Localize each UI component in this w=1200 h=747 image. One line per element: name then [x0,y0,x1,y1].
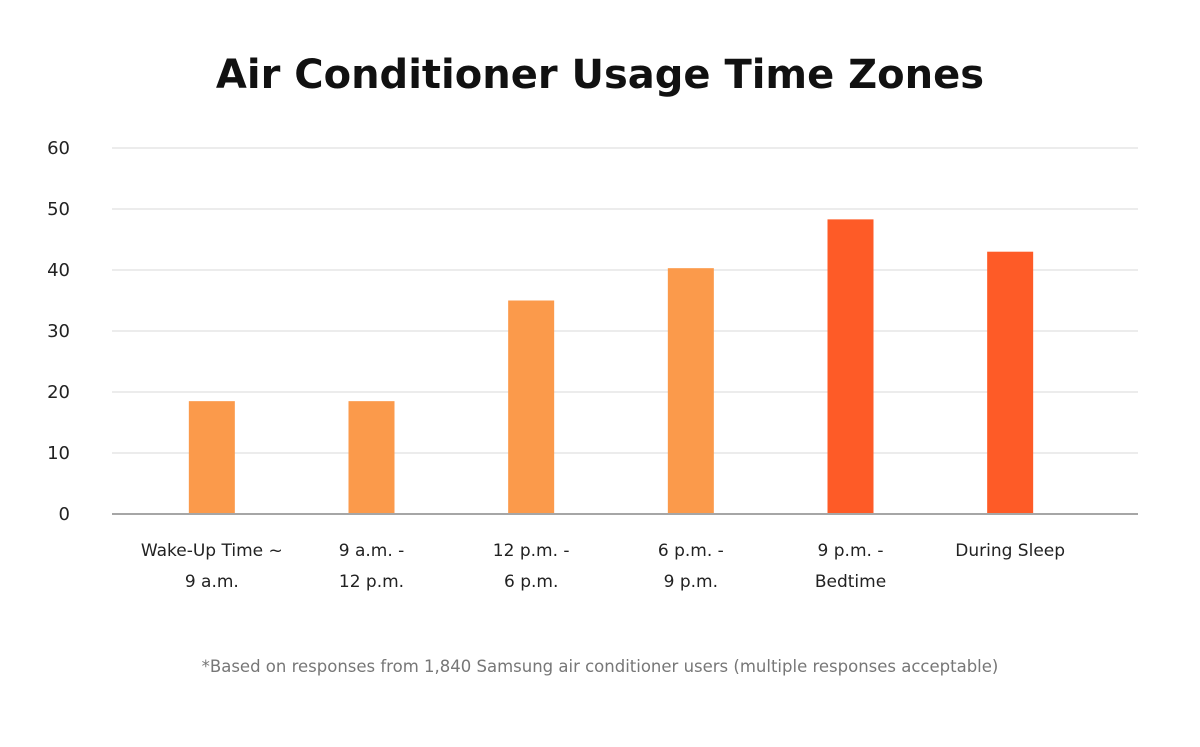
y-tick-label: 10 [47,443,70,464]
x-tick-label: 12 p.m. - [493,541,570,561]
bar [987,251,1034,514]
bar [667,268,714,514]
bars [188,219,1034,514]
x-tick-label: Bedtime [815,572,886,592]
x-tick-label: Wake-Up Time ~ [141,541,283,561]
x-tick-label: 6 p.m. [504,572,558,592]
y-tick-label: 40 [47,260,70,281]
bar [188,401,235,514]
x-tick-label: 9 a.m. [185,572,239,592]
gridlines [112,147,1138,454]
bar [508,300,555,514]
bar [348,401,395,514]
x-tick-label: 9 p.m. - [818,541,884,561]
x-tick-label: 6 p.m. - [658,541,724,561]
x-tick-label: During Sleep [955,541,1065,561]
y-tick-label: 20 [47,382,70,403]
chart-title: Air Conditioner Usage Time Zones [216,52,984,98]
bar [827,219,874,514]
y-tick-label: 30 [47,321,70,342]
x-tick-label: 9 p.m. [664,572,718,592]
x-tick-label: 12 p.m. [339,572,404,592]
x-tick-label: 9 a.m. - [339,541,405,561]
footnote: *Based on responses from 1,840 Samsung a… [202,657,999,676]
y-tick-label: 60 [47,138,70,159]
y-axis-ticks: 0 10 20 30 40 50 60 [47,138,70,525]
y-tick-label: 0 [59,504,70,525]
y-tick-label: 50 [47,199,70,220]
x-axis-labels: Wake-Up Time ~ 9 a.m. 9 a.m. - 12 p.m. 12 p.… [141,541,1065,592]
